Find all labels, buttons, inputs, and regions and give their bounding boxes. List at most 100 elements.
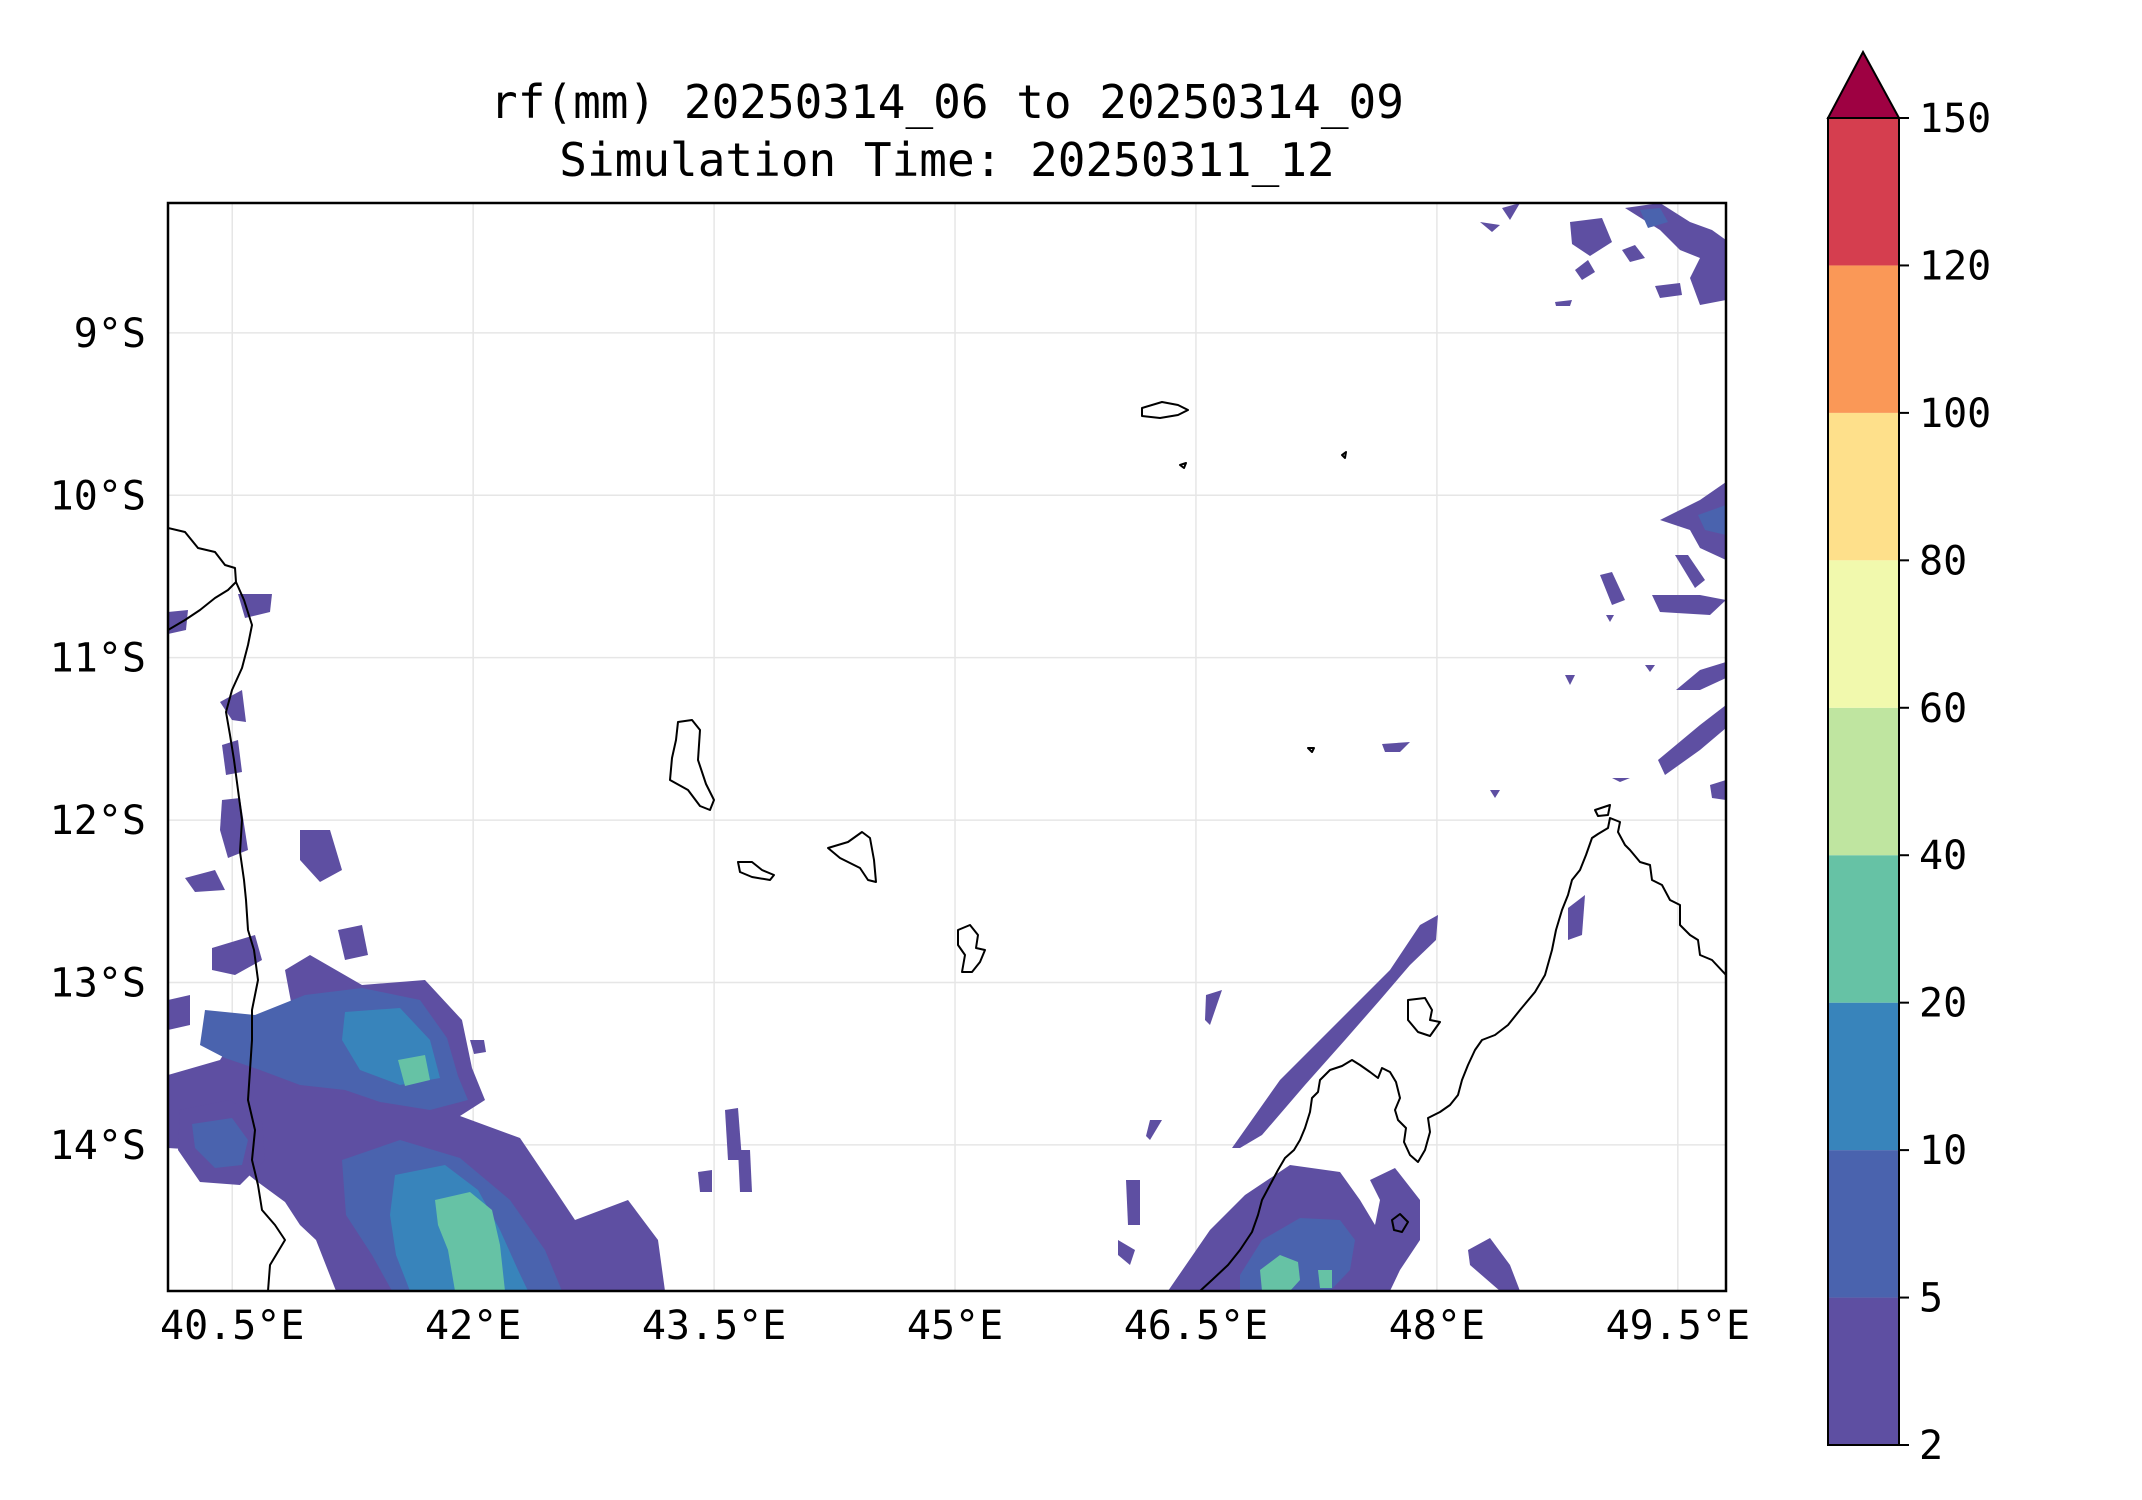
- colorbar-segments: [1828, 118, 1899, 1445]
- y-tick-label: 10°S: [50, 473, 146, 519]
- rain-region-40: [1575, 260, 1595, 280]
- rain-region-38: [1502, 203, 1520, 220]
- rain-region-37: [1570, 218, 1612, 256]
- rain-region-21: [725, 1108, 742, 1160]
- colorbar-segment: [1828, 855, 1899, 1003]
- rain-region-42: [1655, 283, 1682, 298]
- rain-region-26: [1146, 1120, 1162, 1140]
- coastlines: [168, 401, 1726, 1291]
- rain-region-18: [168, 995, 190, 1030]
- rain-region-16: [185, 870, 225, 892]
- colorbar-extend-arrow: [1826, 49, 1901, 119]
- colorbar-tick-label: 40: [1919, 833, 1967, 879]
- colorbar-tick-label: 10: [1919, 1128, 1967, 1174]
- x-tick-label: 46.5°E: [1124, 1303, 1269, 1349]
- rain-region-9: [192, 1118, 248, 1168]
- x-tick-label: 45°E: [907, 1303, 1003, 1349]
- y-tick-label: 14°S: [50, 1123, 146, 1169]
- rain-region-25: [1205, 990, 1222, 1025]
- axis-ticks: 40.5°E 42°E 43.5°E 45°E 46.5°E 48°E 49.5°E 9°S 1…: [50, 311, 1750, 1349]
- rain-region-22: [738, 1150, 752, 1192]
- rain-region-50: [1658, 705, 1726, 775]
- rain-region-33: [1468, 1238, 1520, 1291]
- colorbar-frame: [1827, 117, 1900, 1446]
- colorbar-tick-label: 60: [1919, 686, 1967, 732]
- rain-region-4: [398, 1055, 430, 1086]
- colorbar-tick-label: 120: [1919, 243, 1991, 289]
- colorbar-segment: [1828, 1002, 1899, 1151]
- colorbar-tick-label: 20: [1919, 981, 1967, 1027]
- rain-region-28: [1118, 1240, 1135, 1265]
- colorbar-tick-label: 2: [1919, 1423, 1943, 1469]
- rain-region-35: [1625, 203, 1726, 305]
- rain-region-41: [1622, 245, 1645, 262]
- rain-region-52: [1382, 742, 1410, 752]
- rain-region-7: [435, 1192, 505, 1291]
- rain-region-31: [1260, 1255, 1300, 1291]
- map-title-line-1: rf(mm) 20250314_06 to 20250314_09: [490, 75, 1404, 129]
- rain-region-23: [698, 1170, 712, 1192]
- rain-region-17: [212, 935, 262, 975]
- x-tick-label: 48°E: [1389, 1303, 1485, 1349]
- map-title-line-2: Simulation Time: 20250311_12: [559, 133, 1335, 187]
- colorbar-segment: [1828, 412, 1899, 561]
- x-tick-label: 43.5°E: [642, 1303, 787, 1349]
- x-tick-label: 42°E: [425, 1303, 521, 1349]
- coastline-moheli: [737, 861, 775, 881]
- coastline-madagascar: [1199, 817, 1726, 1291]
- colorbar-segment: [1828, 265, 1899, 413]
- colorbar-segment: [1828, 118, 1899, 266]
- colorbar-ticks: 2 5 10 20 40 60 80 100 120 150: [1899, 96, 1991, 1469]
- rain-region-48: [1600, 572, 1625, 605]
- coastline-mayotte: [957, 924, 986, 973]
- coastline-nosy-mitsio: [1594, 804, 1611, 817]
- rain-region-45: [1698, 505, 1726, 535]
- colorbar-segment: [1828, 1150, 1899, 1298]
- colorbar-segment: [1828, 1297, 1899, 1445]
- rain-region-34: [1568, 895, 1585, 940]
- rain-region-20: [470, 1040, 486, 1054]
- rain-region-44: [1660, 482, 1726, 560]
- coastline-islet-2: [1341, 451, 1347, 459]
- rain-region-32: [1318, 1270, 1332, 1288]
- colorbar-tick-label: 80: [1919, 538, 1967, 584]
- rain-region-36: [1640, 208, 1668, 228]
- rain-region-53: [1606, 615, 1614, 622]
- rain-region-43: [1555, 300, 1572, 306]
- rain-region-57: [1612, 778, 1630, 782]
- x-tick-label: 49.5°E: [1606, 1303, 1751, 1349]
- map-frame: [166, 201, 1728, 1293]
- rain-region-49: [1676, 662, 1726, 690]
- rain-region-51: [1710, 780, 1726, 800]
- rain-region-10: [168, 610, 188, 634]
- y-tick-label: 13°S: [50, 960, 146, 1006]
- coastline-nosy-be: [1407, 997, 1441, 1037]
- colorbar-segment: [1828, 707, 1899, 856]
- rain-region-39: [1480, 222, 1500, 232]
- coastline-islet-3: [1307, 747, 1315, 753]
- colorbar: 2 5 10 20 40 60 80 100 120 150: [1826, 49, 1991, 1469]
- rain-region-55: [1490, 790, 1500, 798]
- colorbar-tick-label: 150: [1919, 96, 1991, 142]
- rain-region-19: [338, 925, 368, 960]
- rain-region-24: [1232, 915, 1438, 1148]
- rain-region-47: [1675, 555, 1705, 588]
- rain-region-46: [1652, 595, 1726, 615]
- rainfall-contours: [168, 203, 1726, 1291]
- rain-region-56: [1645, 665, 1655, 672]
- y-tick-label: 11°S: [50, 636, 146, 682]
- coastline-sakatia: [1391, 1213, 1409, 1233]
- rain-region-11: [238, 594, 272, 618]
- rain-region-27: [1126, 1180, 1140, 1225]
- coastline-islet-1: [1179, 462, 1187, 469]
- coastline-anjouan: [827, 831, 877, 883]
- coastline-grande-comore: [669, 719, 715, 811]
- x-tick-label: 40.5°E: [160, 1303, 305, 1349]
- y-tick-label: 9°S: [74, 311, 146, 357]
- rain-region-54: [1565, 675, 1575, 685]
- colorbar-tick-label: 5: [1919, 1276, 1943, 1322]
- rain-region-15: [300, 830, 342, 882]
- coastline-africa: [168, 527, 286, 1291]
